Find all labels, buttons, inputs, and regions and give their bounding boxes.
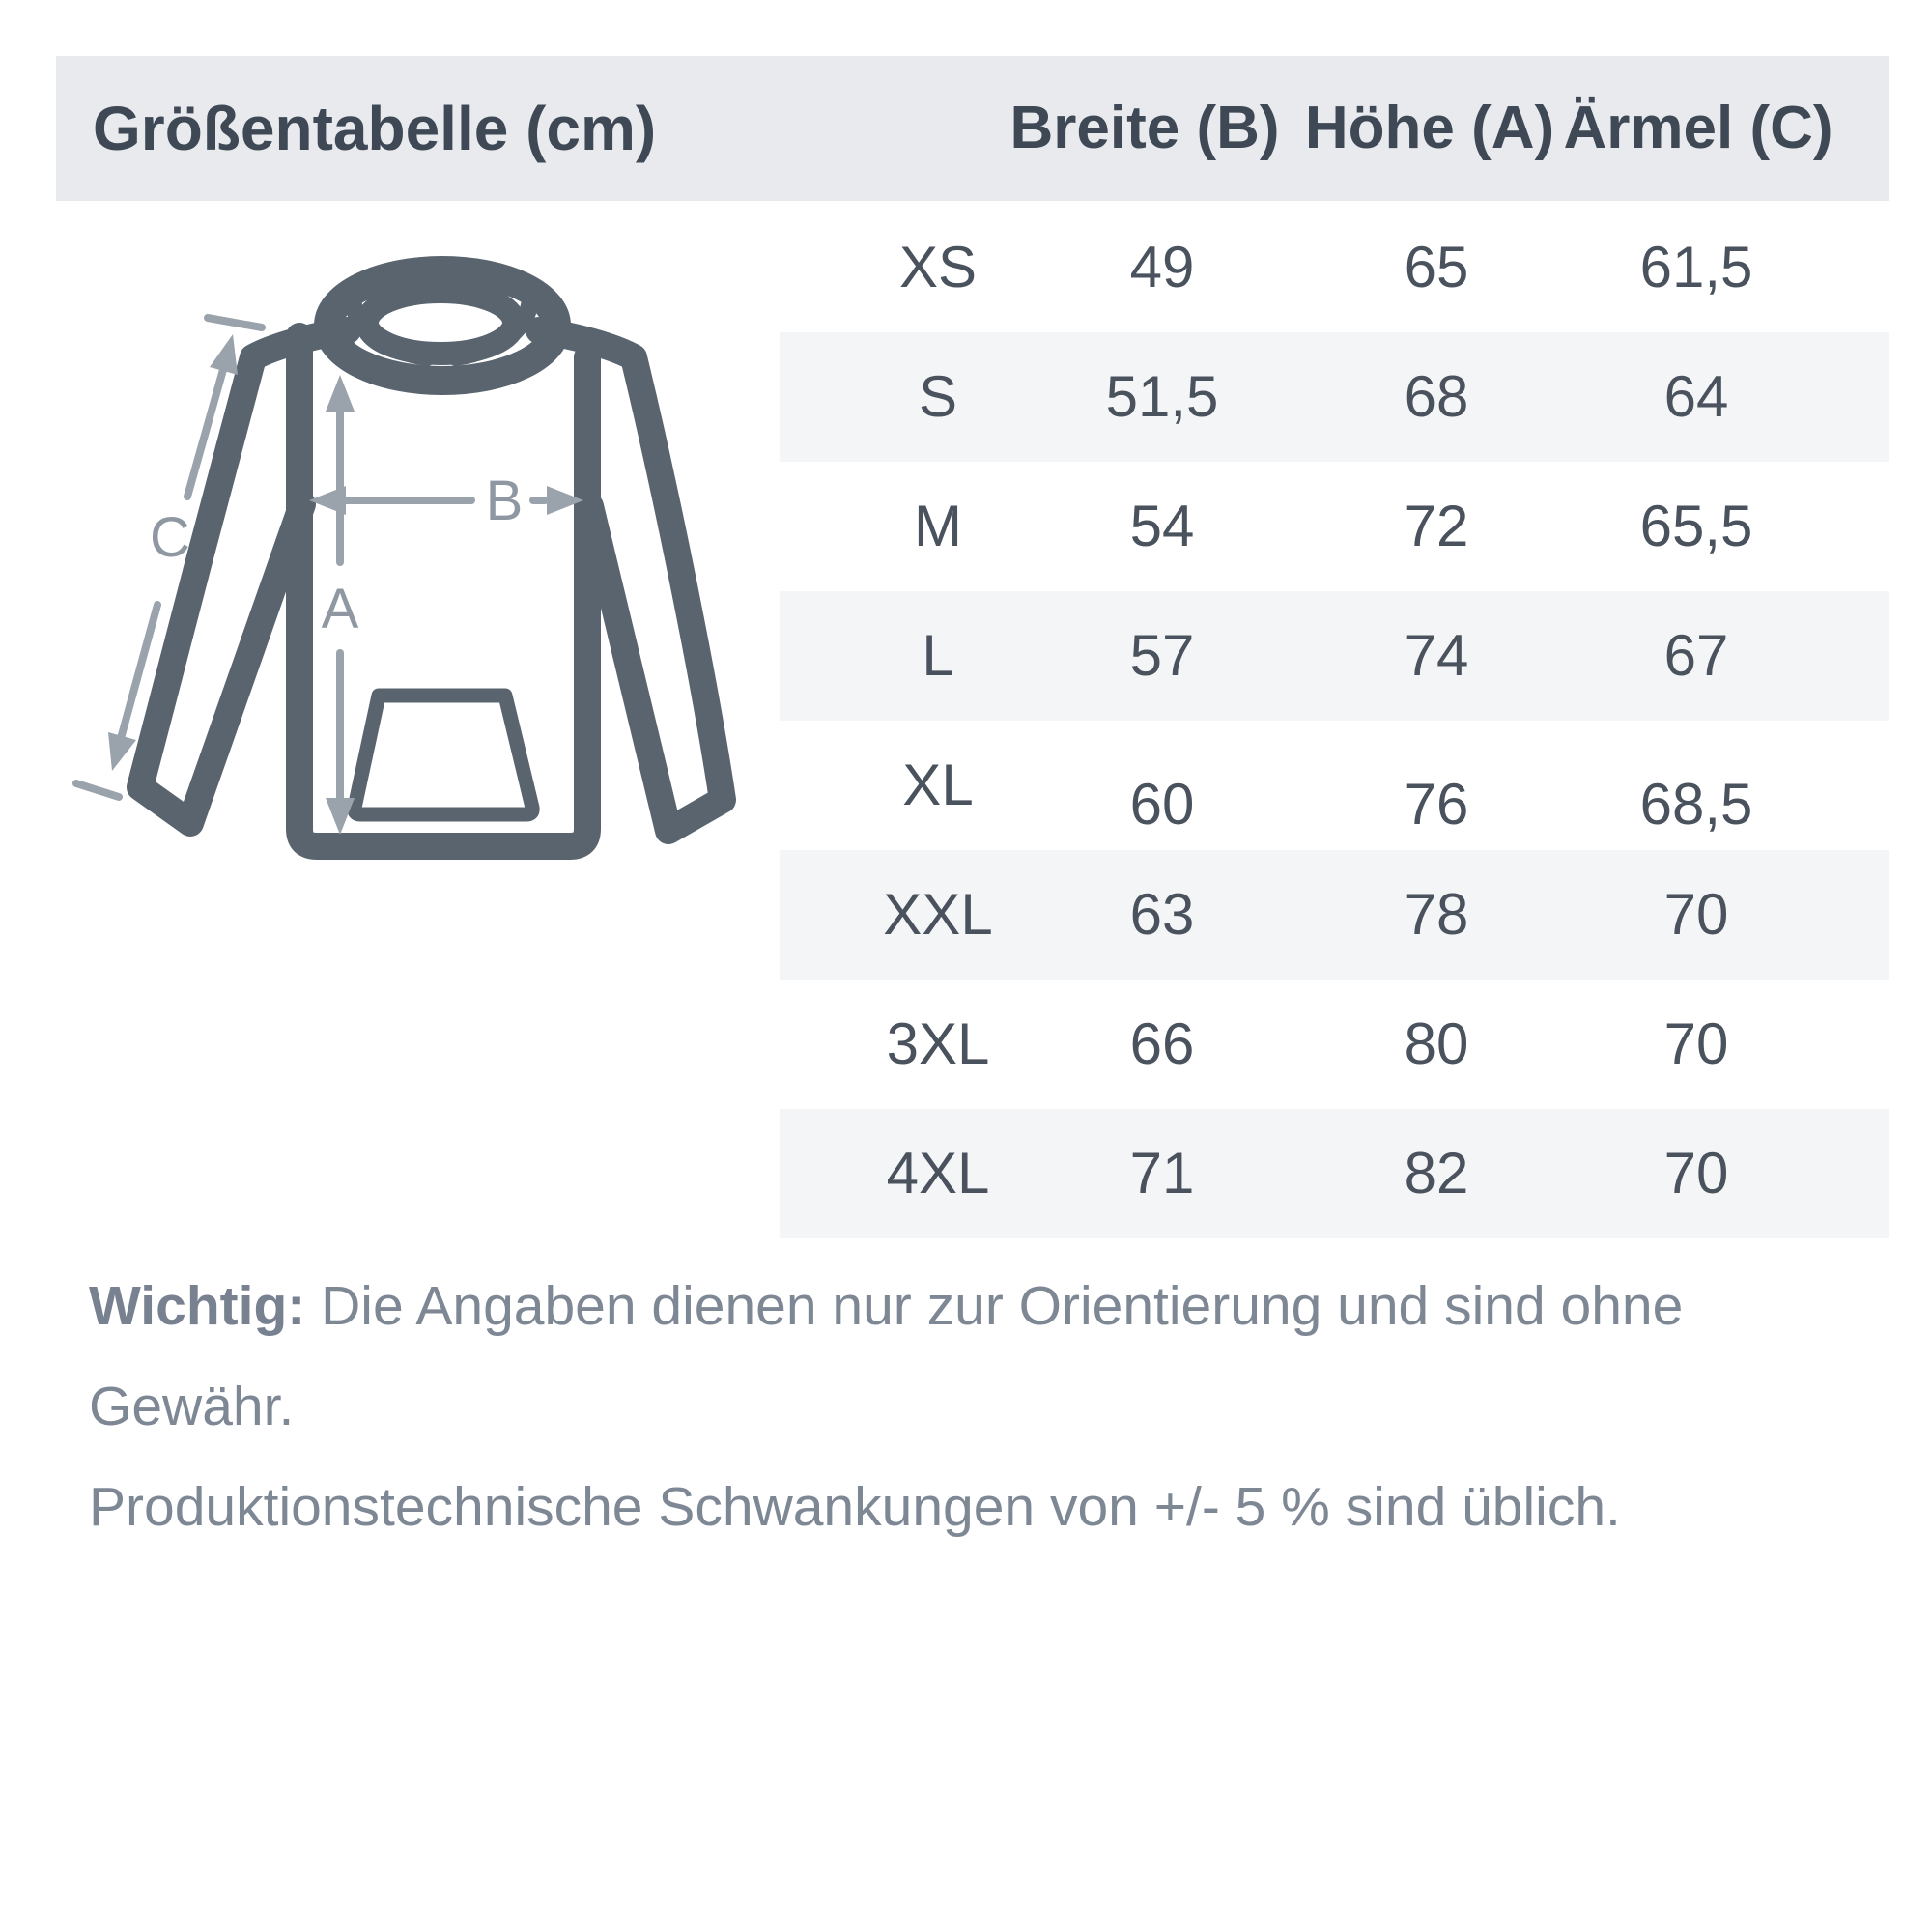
breite-value: 49 bbox=[1129, 235, 1195, 299]
aermel-value: 67 bbox=[1663, 623, 1729, 688]
aermel-value: 64 bbox=[1663, 364, 1729, 429]
breite-value: 66 bbox=[1129, 1011, 1195, 1076]
page-title: Größentabelle (cm) bbox=[93, 94, 657, 163]
arrow-c-line bbox=[184, 355, 230, 500]
hoehe-value: 78 bbox=[1404, 882, 1469, 947]
size-label: L bbox=[922, 623, 954, 688]
size-label: 3XL bbox=[886, 1011, 990, 1076]
arrow-a-head-down-icon bbox=[326, 798, 355, 835]
arrow-c-tick-bottom bbox=[72, 780, 123, 801]
arrow-c-head-down-icon bbox=[108, 732, 136, 771]
breite-value: 51,5 bbox=[1105, 364, 1219, 429]
table-row: M 54 72 65,5 bbox=[780, 462, 1889, 591]
breite-value: 63 bbox=[1129, 882, 1195, 947]
hoehe-value: 65 bbox=[1404, 235, 1469, 299]
disclaimer-emphasis: Wichtig: bbox=[89, 1275, 306, 1337]
hoehe-value: 82 bbox=[1404, 1141, 1469, 1206]
arrow-a-head-up-icon bbox=[326, 375, 355, 412]
column-header-breite: Breite (B) bbox=[1009, 95, 1280, 161]
arrow-c-tick-top bbox=[204, 314, 266, 331]
hoehe-value: 76 bbox=[1404, 772, 1469, 837]
hoodie-illustration: A B C bbox=[72, 256, 736, 860]
size-label: XL bbox=[902, 753, 974, 817]
size-label: 4XL bbox=[886, 1141, 990, 1206]
hoehe-value: 68 bbox=[1404, 364, 1469, 429]
table-row: 3XL 66 80 70 bbox=[780, 980, 1889, 1109]
dimension-labels: A B C bbox=[150, 469, 523, 640]
label-c: C bbox=[150, 506, 190, 569]
size-label: S bbox=[918, 364, 958, 429]
aermel-value: 61,5 bbox=[1639, 235, 1753, 299]
size-label: M bbox=[914, 494, 962, 558]
size-label: XS bbox=[898, 235, 978, 299]
breite-value: 57 bbox=[1129, 623, 1195, 688]
hoodie-outline-icon bbox=[127, 256, 736, 860]
column-header-aermel: Ärmel (C) bbox=[1563, 95, 1833, 161]
aermel-value: 65,5 bbox=[1639, 494, 1753, 558]
hoodie-diagram: A B C bbox=[58, 222, 773, 879]
arrow-b-head-right-icon bbox=[547, 486, 583, 515]
table-row: L 57 74 67 bbox=[780, 591, 1889, 721]
table-row: 4XL 71 82 70 bbox=[780, 1109, 1889, 1238]
breite-value: 71 bbox=[1129, 1141, 1195, 1206]
arrow-c-head-up-icon bbox=[210, 334, 238, 375]
aermel-value: 70 bbox=[1663, 1141, 1729, 1206]
breite-value: 54 bbox=[1129, 494, 1195, 558]
table-row: XL 60 76 68,5 bbox=[780, 721, 1889, 850]
label-b: B bbox=[486, 469, 524, 532]
dimension-arrows bbox=[72, 314, 583, 835]
label-a: A bbox=[322, 578, 359, 640]
column-header-hoehe: Höhe (A) bbox=[1304, 95, 1555, 161]
table-header-bar bbox=[56, 56, 1889, 201]
aermel-value: 70 bbox=[1663, 1011, 1729, 1076]
table-row: XS 49 65 61,5 bbox=[780, 203, 1889, 332]
disclaimer-line-2: Produktionstechnische Schwankungen von +… bbox=[89, 1476, 1621, 1538]
disclaimer-note: Wichtig: Die Angaben dienen nur zur Orie… bbox=[89, 1256, 1847, 1557]
breite-value: 60 bbox=[1129, 772, 1195, 837]
hoehe-value: 74 bbox=[1404, 623, 1469, 688]
disclaimer-line-1: Wichtig: Die Angaben dienen nur zur Orie… bbox=[89, 1275, 1684, 1437]
hoehe-value: 80 bbox=[1404, 1011, 1469, 1076]
table-row: S 51,5 68 64 bbox=[780, 332, 1889, 462]
arrow-b-head-left-icon bbox=[309, 486, 346, 515]
size-label: XXL bbox=[883, 882, 993, 947]
aermel-value: 70 bbox=[1663, 882, 1729, 947]
hoehe-value: 72 bbox=[1404, 494, 1469, 558]
table-row: XXL 63 78 70 bbox=[780, 850, 1889, 980]
aermel-value: 68,5 bbox=[1639, 772, 1753, 837]
